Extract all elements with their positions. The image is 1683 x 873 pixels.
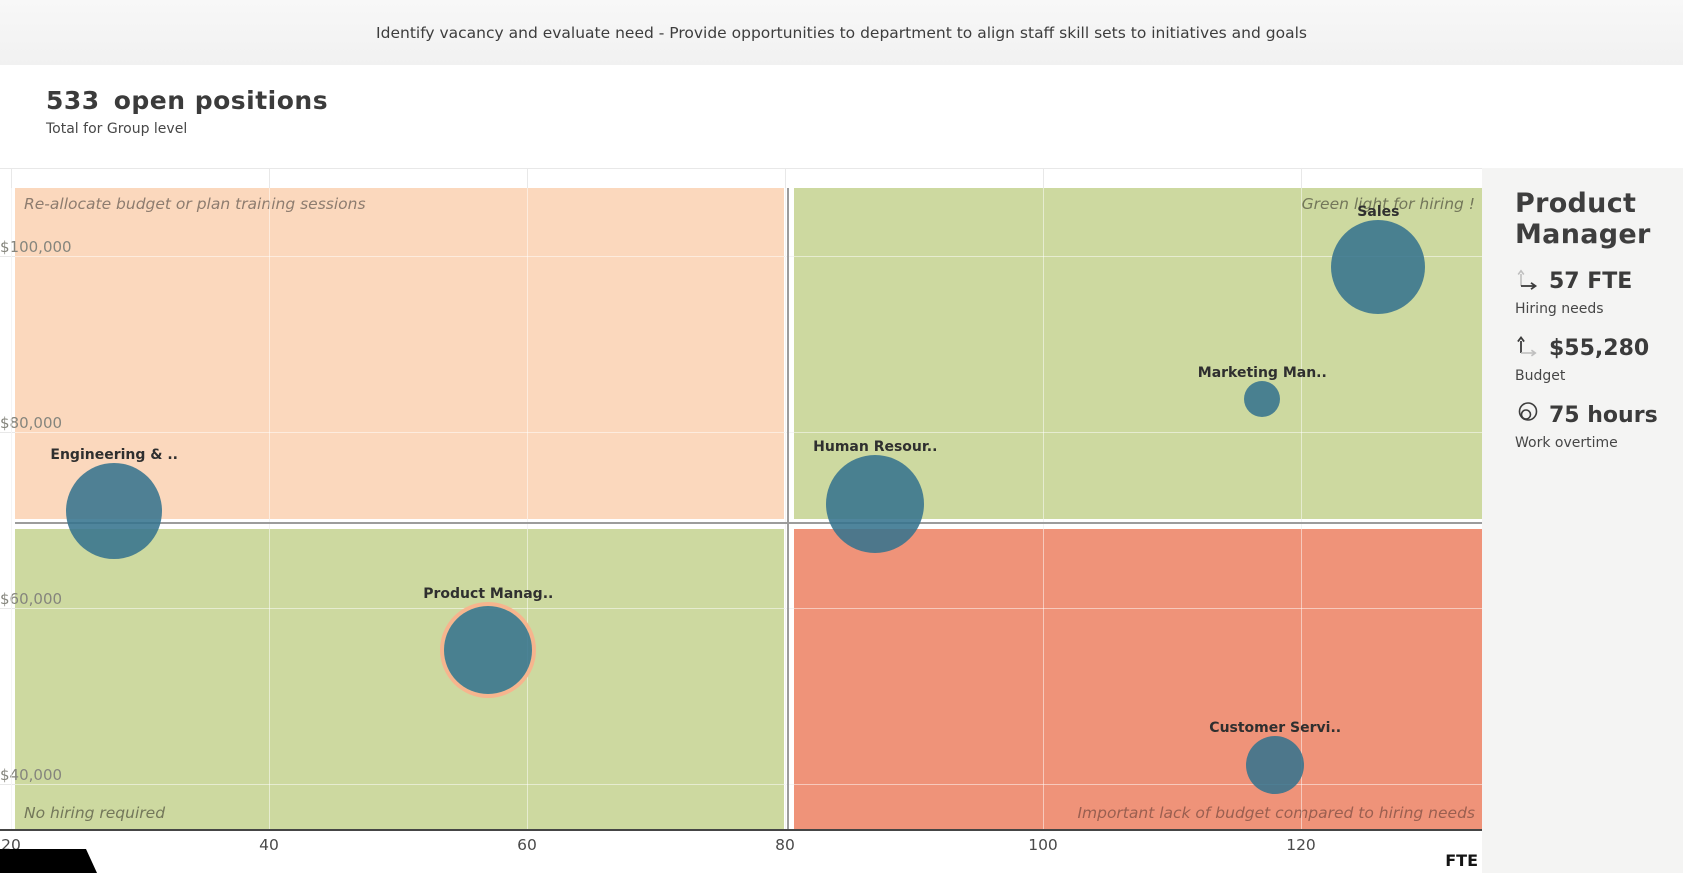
metric-label: Budget	[1515, 368, 1566, 384]
grid-line-y	[15, 432, 1482, 433]
grid-line-x	[1301, 188, 1302, 829]
kpi-title-block: 533 open positions Total for Group level	[46, 86, 328, 137]
kpi-subtitle: Total for Group level	[46, 121, 188, 137]
bubble[interactable]	[826, 455, 925, 554]
bubble-size-icon	[1515, 399, 1541, 431]
description-text: Identify vacancy and evaluate need - Pro…	[376, 23, 1307, 42]
quadrant-top-left: Re-allocate budget or plan training sess…	[15, 188, 784, 519]
detail-panel: Product Manager 57 FTE Hiring needs	[1482, 168, 1683, 873]
grid-line-y	[15, 608, 1482, 609]
quadrant-caption: No hiring required	[24, 804, 166, 822]
bubble-label: Customer Servi..	[1209, 719, 1342, 736]
x-tick-label: 120	[1286, 836, 1316, 854]
metric-budget: $55,280 Budget	[1515, 332, 1673, 385]
description-bar: Identify vacancy and evaluate need - Pro…	[0, 0, 1683, 65]
x-axis-arrow-icon	[1515, 265, 1541, 297]
y-tick-label: $40,000	[0, 766, 63, 784]
quadrant-bottom-left: No hiring required	[15, 529, 784, 829]
x-tick-label: 100	[1028, 836, 1058, 854]
x-axis-line	[0, 829, 1482, 831]
bubble-label: Product Manag..	[423, 585, 554, 602]
bubble[interactable]	[1246, 735, 1305, 794]
quadrant-caption: Green light for hiring !	[1301, 195, 1475, 213]
metric-value: 57 FTE	[1549, 268, 1633, 294]
y-axis-arrow-icon	[1515, 332, 1541, 364]
metric-value: 75 hours	[1549, 402, 1658, 428]
bubble-label: Human Resour..	[813, 439, 938, 456]
metric-label: Hiring needs	[1515, 301, 1604, 317]
kpi-line: 533 open positions	[46, 86, 328, 115]
quadrant-divider-vertical	[787, 188, 789, 829]
x-tick-label: 80	[775, 836, 795, 854]
open-positions-count: 533	[46, 86, 100, 115]
selected-bubble-title: Product Manager	[1515, 188, 1651, 250]
metric-value: $55,280	[1549, 335, 1650, 361]
metric-hiring-needs: 57 FTE Hiring needs	[1515, 265, 1673, 318]
bubble-label: Sales	[1357, 204, 1400, 221]
x-axis-title: FTE	[1445, 851, 1478, 870]
y-tick-label: $100,000	[0, 238, 72, 256]
grid-line-x	[269, 188, 270, 829]
bubble[interactable]	[1331, 220, 1426, 315]
grid-line-x	[527, 188, 528, 829]
quadrant-bottom-right: Important lack of budget compared to hir…	[794, 529, 1482, 829]
grid-line-top	[0, 168, 1482, 169]
bubble-label: Engineering & ..	[50, 447, 178, 464]
quadrant-divider-horizontal	[15, 522, 1482, 524]
metric-work-overtime: 75 hours Work overtime	[1515, 399, 1673, 451]
y-tick-label: $80,000	[0, 414, 63, 432]
metric-label: Work overtime	[1515, 435, 1618, 451]
clipped-tooltip	[0, 849, 97, 873]
grid-line-x	[785, 188, 786, 829]
bubble-selected[interactable]	[444, 605, 533, 694]
grid-line-x	[11, 188, 12, 829]
quadrant-caption: Important lack of budget compared to hir…	[1077, 804, 1475, 822]
quadrant-caption: Re-allocate budget or plan training sess…	[24, 195, 366, 213]
grid-line-x	[1043, 188, 1044, 829]
y-tick-label: $60,000	[0, 590, 63, 608]
x-tick-label: 40	[259, 836, 279, 854]
bubble[interactable]	[66, 463, 163, 560]
bubble-label: Marketing Man..	[1197, 365, 1327, 382]
open-positions-label: open positions	[113, 86, 329, 115]
grid-line-y	[15, 256, 1482, 257]
x-tick-label: 60	[517, 836, 537, 854]
bubble[interactable]	[1244, 381, 1281, 418]
grid-line-y	[15, 784, 1482, 785]
